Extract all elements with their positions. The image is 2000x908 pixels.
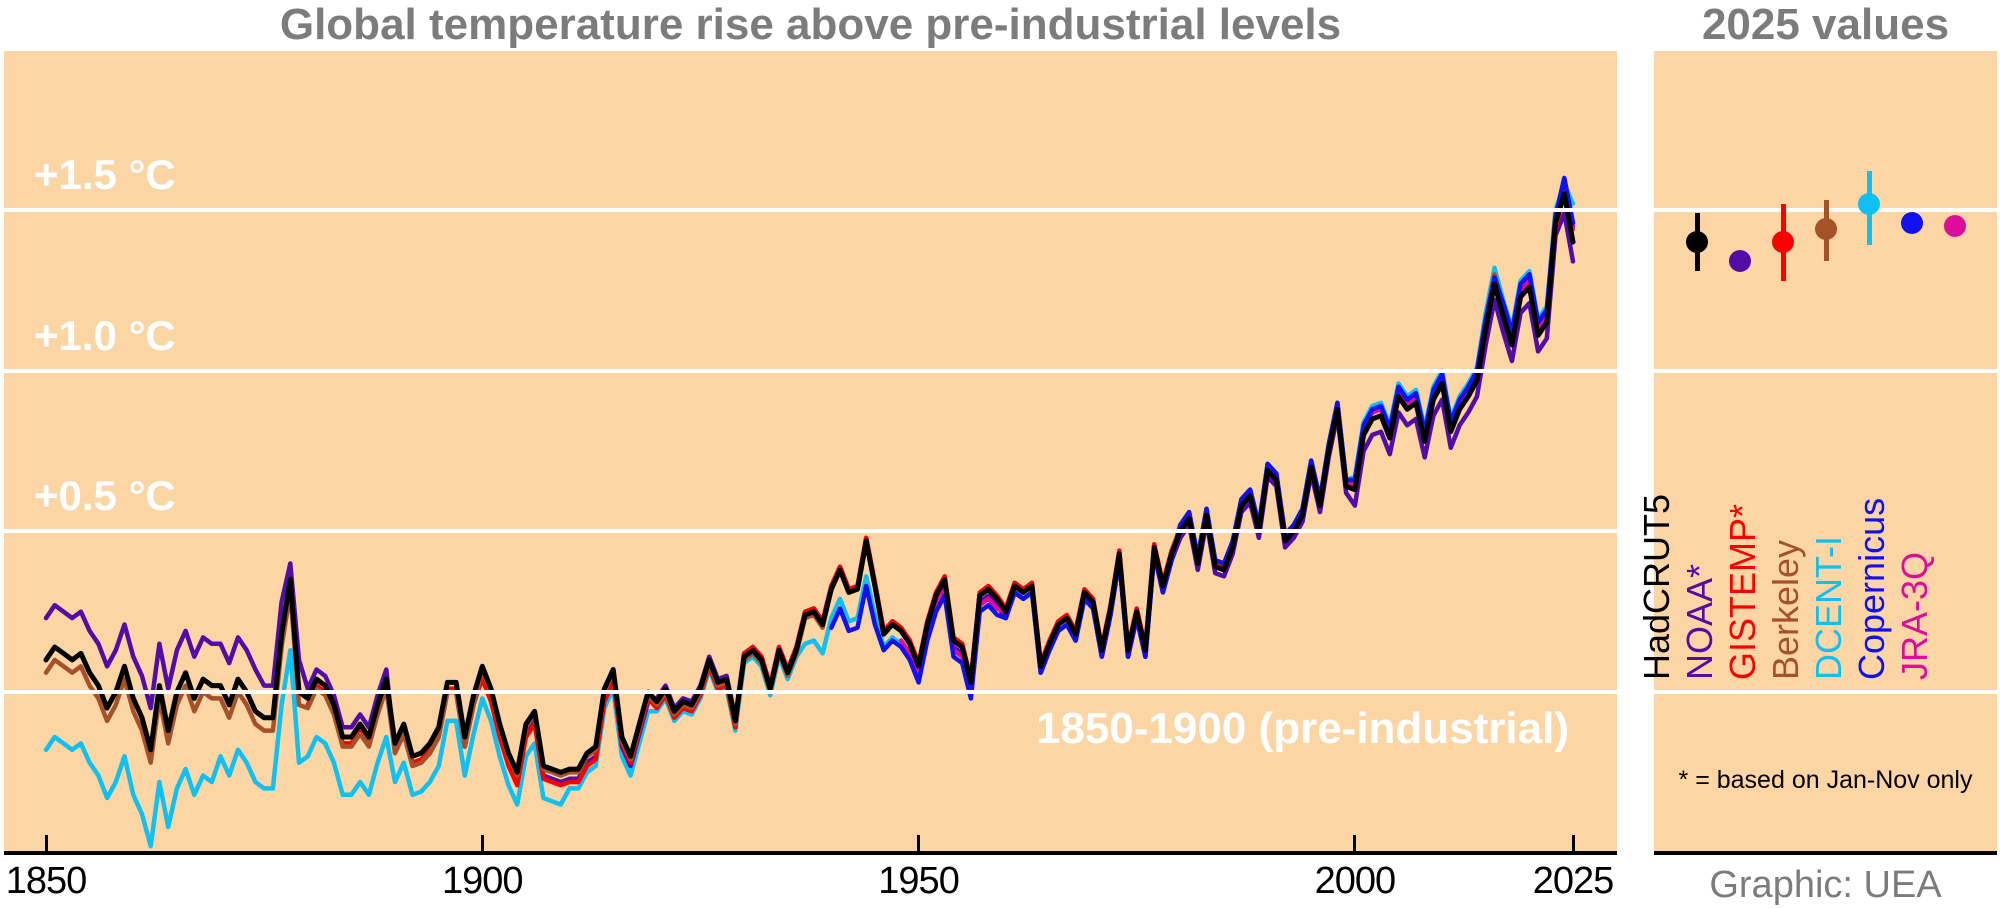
series-line-hadcrut5 [43,191,1576,775]
gridline-1.5c [4,208,1617,212]
graphic-credit: Graphic: UEA [1709,864,1942,906]
x-axis-tick-2025 [1571,835,1575,851]
dataset-label-berkeley: Berkeley [1765,539,1806,680]
dataset-label-dcent-i: DCENT-I [1808,536,1849,680]
dataset-label-copernicus: Copernicus [1851,497,1892,680]
temperature-chart-panel: 1850-1900 (pre-industrial) +1.5 °C +1.0 °… [4,51,1617,855]
series-line-gistemp [305,188,1576,788]
side-panel-title: 2025 values [1701,0,1950,49]
x-axis-label-1850: 1850 [5,860,88,902]
main-chart-title: Global temperature rise above pre-indust… [279,0,1342,49]
dataset-label-jra-3q: JRA-3Q [1894,551,1935,680]
value-dot-berkeley [1815,218,1837,241]
x-axis-labels: 1850 1900 1950 2000 2025 [0,860,2000,906]
dataset-label-hadcrut5: HadCRUT5 [1636,493,1677,680]
value-dot-copernicus [1901,211,1923,234]
side-gridline-1c [1654,368,1997,373]
dataset-label-gistemp: GISTEMP* [1722,503,1763,680]
x-axis-label-2025: 2025 [1532,860,1615,902]
x-axis-label-2000: 2000 [1314,860,1397,902]
series-line-copernicus [829,175,1576,701]
x-axis-tick-1900 [480,835,484,851]
y-axis-label: +1.0 °C [34,311,176,359]
y-axis-label: +1.5 °C [34,151,176,198]
x-axis-tick-1850 [44,835,48,851]
value-dot-jra-3q [1944,215,1966,238]
values-2025-panel: * = based on Jan-Nov only HadCRUT5 NOAA* G… [1636,51,1997,855]
gridline-0.5c [4,529,1617,534]
value-dot-gistemp [1772,231,1794,254]
value-dot-dcent-i [1858,192,1880,215]
value-dot-hadcrut5 [1686,231,1708,254]
dataset-label-noaa: NOAA* [1679,563,1720,680]
x-axis-label-1950: 1950 [878,860,960,902]
side-gridline-0c [1654,690,1997,694]
baseline-period-label: 1850-1900 (pre-industrial) [1035,704,1569,753]
x-axis-tick-1950 [917,835,921,851]
y-axis-label: +0.5 °C [34,472,176,520]
value-dot-noaa [1729,250,1751,273]
footnote-jan-nov: * = based on Jan-Nov only [1678,766,1973,794]
gridline-1c [4,368,1617,373]
x-axis-tick-2000 [1353,835,1357,851]
gridline-0c [4,690,1617,694]
x-axis-label-1900: 1900 [442,860,524,902]
